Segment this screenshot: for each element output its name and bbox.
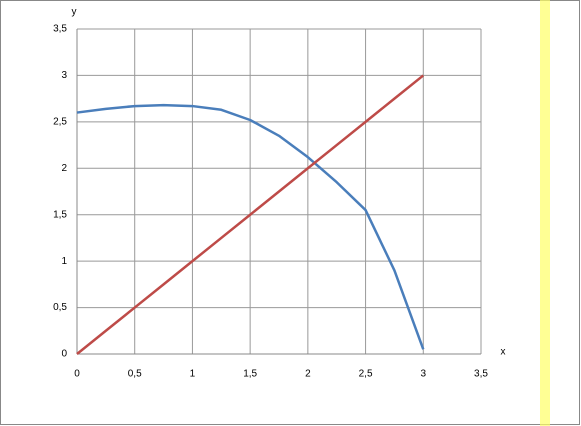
y-tick-label: 2,5 — [53, 116, 67, 127]
y-axis-label: y — [72, 7, 77, 18]
series-line — [76, 74, 425, 355]
x-tick-label: 0 — [74, 369, 80, 380]
x-tick-label: 1,5 — [243, 369, 257, 380]
y-tick-label: 1 — [61, 256, 67, 267]
x-tick-label: 0,5 — [128, 369, 142, 380]
y-tick-label: 1,5 — [53, 209, 67, 220]
x-tick-label: 2,5 — [359, 369, 373, 380]
x-tick-label: 3,5 — [474, 369, 488, 380]
x-tick-label: 3 — [421, 369, 427, 380]
x-tick-label: 1 — [190, 369, 196, 380]
y-tick-label: 0 — [61, 349, 67, 360]
series-line — [76, 103, 425, 350]
y-tick-label: 3 — [61, 70, 67, 81]
selection-strip — [540, 0, 550, 426]
x-axis-label: x — [501, 347, 506, 358]
y-tick-label: 3,5 — [53, 24, 67, 35]
y-tick-label: 2 — [61, 163, 67, 174]
y-tick-label: 0,5 — [53, 302, 67, 313]
x-tick-label: 2 — [305, 369, 311, 380]
